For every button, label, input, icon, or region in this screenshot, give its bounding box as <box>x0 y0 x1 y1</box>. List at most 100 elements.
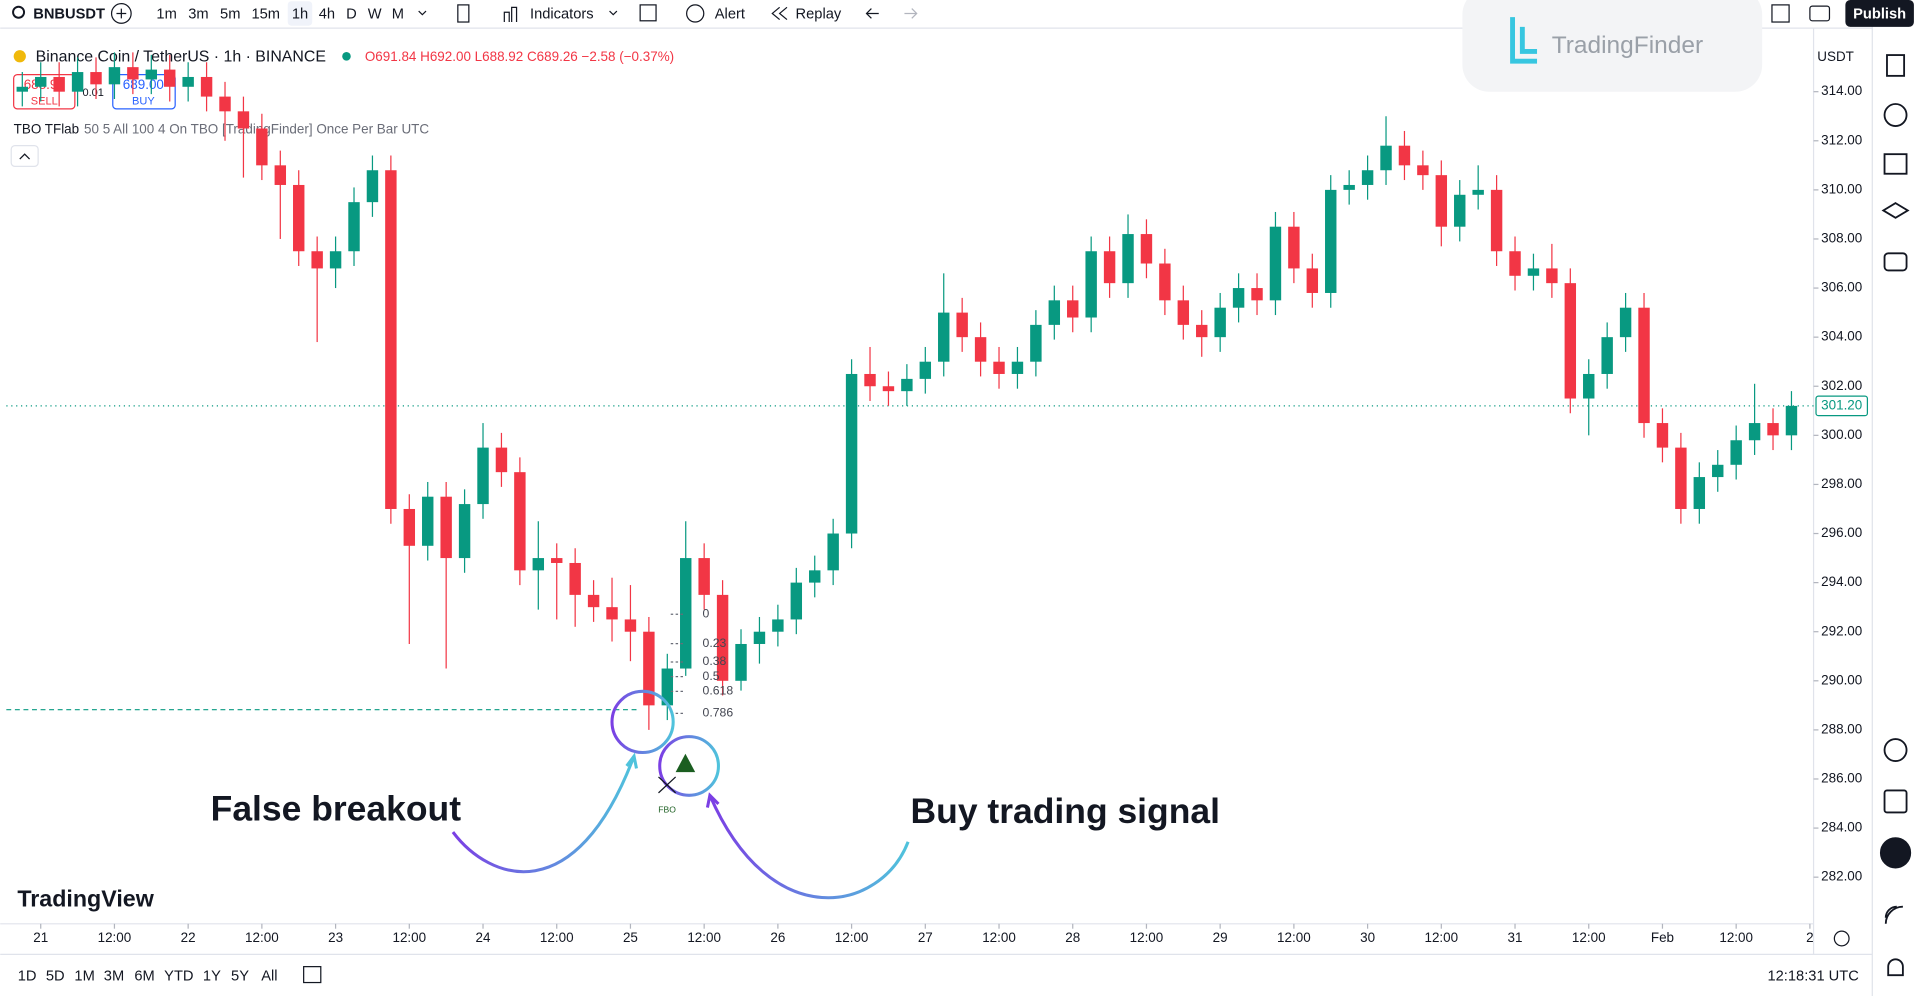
candle-body <box>1196 324 1208 338</box>
candle-body <box>1085 251 1097 318</box>
candle-body <box>1730 440 1742 465</box>
x-tick-label: 12:00 <box>1424 930 1458 945</box>
y-tick-label: 308.00 <box>1821 231 1862 246</box>
candle-body <box>1712 464 1724 478</box>
timeframe-button[interactable]: 15m <box>251 7 280 23</box>
candle-body <box>1748 423 1761 441</box>
timeframe-button[interactable]: 1m <box>156 7 176 23</box>
buy-box[interactable] <box>112 74 176 110</box>
timeframe-button[interactable]: 4h <box>319 7 335 23</box>
apps-icon[interactable] <box>1879 837 1912 869</box>
x-tick-label: 12:00 <box>98 930 132 945</box>
candle-body <box>716 594 729 681</box>
range-button[interactable]: YTD <box>164 968 193 984</box>
axes: 282.00 284.00 286.00 288.00 290.00 292.00 294.… <box>6 83 1869 945</box>
timeframes: 1m 3m 5m 15m 1h 4h D W M <box>156 1 404 26</box>
axis-settings[interactable] <box>1833 930 1850 947</box>
candle-body <box>698 558 710 595</box>
fbo-cross <box>658 776 677 794</box>
candle-body <box>1030 324 1042 362</box>
y-tick-label: 300.00 <box>1821 427 1862 442</box>
redo[interactable] <box>904 8 918 19</box>
symbol-icon <box>13 50 26 63</box>
fullscreen[interactable] <box>1771 4 1790 23</box>
feed-icon[interactable] <box>1884 905 1903 924</box>
calendar-icon[interactable] <box>1883 789 1908 814</box>
snapshot[interactable] <box>1809 5 1831 22</box>
y-tick-label: 294.00 <box>1821 574 1862 589</box>
candle-body <box>182 76 194 87</box>
symbol[interactable]: BNBUSDT <box>33 7 105 23</box>
candle-body <box>587 594 600 608</box>
candle-body <box>348 202 360 252</box>
candle-body <box>200 76 213 97</box>
range-button[interactable]: 3M <box>104 968 124 984</box>
x-tick-label: 12:00 <box>982 930 1016 945</box>
currency[interactable]: USDT <box>1817 49 1854 64</box>
collapse-icon <box>19 153 31 160</box>
hotlist-icon[interactable] <box>1883 153 1908 175</box>
alerts-icon[interactable] <box>1883 103 1908 127</box>
alert-button[interactable]: Alert <box>715 7 745 23</box>
notify-icon[interactable] <box>1887 958 1904 977</box>
candle-body <box>385 170 397 509</box>
publish-button[interactable]: Publish <box>1853 7 1906 23</box>
range-button[interactable]: 5Y <box>231 968 249 984</box>
candle-body <box>90 72 102 85</box>
logo[interactable]: TradingView <box>17 886 154 912</box>
candle-body <box>1785 405 1798 436</box>
x-tick-label: 24 <box>476 930 491 945</box>
candle-body <box>1601 337 1613 374</box>
arrow-false-breakout <box>451 755 636 874</box>
timeframe-button[interactable]: M <box>392 7 404 23</box>
indicators-button[interactable]: Indicators <box>530 7 594 23</box>
undo[interactable] <box>865 8 879 19</box>
x-tick-label: 12:00 <box>540 930 574 945</box>
templates-icon[interactable] <box>639 4 657 22</box>
range-button[interactable]: All <box>261 968 277 984</box>
x-tick-label: 12:00 <box>245 930 279 945</box>
candle-body <box>1767 423 1779 436</box>
candle-body <box>1232 288 1245 308</box>
fib-label: 0 <box>703 606 710 620</box>
timeframe-button[interactable]: 3m <box>188 7 208 23</box>
range-button[interactable]: 6M <box>134 968 154 984</box>
y-tick-label: 302.00 <box>1821 378 1862 393</box>
candle-body <box>1288 226 1300 269</box>
replay-button[interactable]: Replay <box>796 7 842 23</box>
candle-body <box>901 378 913 392</box>
collapse-legend[interactable] <box>10 144 39 168</box>
candle-body <box>403 508 416 546</box>
range-button[interactable]: 5D <box>46 968 65 984</box>
chat-icon[interactable] <box>1883 252 1908 272</box>
indicators-menu[interactable] <box>609 10 618 16</box>
x-tick-label: 21 <box>33 930 48 945</box>
range-button[interactable]: 1D <box>18 968 37 984</box>
candle-body <box>366 170 379 203</box>
add-symbol[interactable] <box>110 3 132 24</box>
candle-body <box>1159 263 1171 301</box>
x-tick-label: 26 <box>770 930 785 945</box>
layers-icon[interactable] <box>1881 202 1910 219</box>
timeframe-button[interactable]: 5m <box>220 7 240 23</box>
x-tick-label: 23 <box>328 930 343 945</box>
timeframe-button[interactable]: D <box>346 7 357 23</box>
y-tick-label: 296.00 <box>1821 525 1862 540</box>
range-button[interactable]: 1Y <box>203 968 221 984</box>
candle-body <box>790 582 803 620</box>
y-tick-label: 292.00 <box>1821 623 1862 638</box>
search-icon[interactable] <box>12 5 26 19</box>
timeframe-menu[interactable] <box>418 10 427 16</box>
candles <box>16 52 1798 730</box>
candle-body <box>551 558 563 563</box>
y-tick-label: 306.00 <box>1821 280 1862 295</box>
x-tick-label: 12:00 <box>392 930 426 945</box>
chart-type-icon[interactable] <box>457 4 470 23</box>
target-icon[interactable] <box>1883 738 1908 762</box>
range-button[interactable]: 1M <box>74 968 94 984</box>
timeframe-button[interactable]: W <box>368 7 382 23</box>
timeframe-button[interactable]: 1h <box>292 7 308 23</box>
goto-date[interactable] <box>303 966 322 984</box>
watchlist-icon[interactable] <box>1886 54 1906 77</box>
